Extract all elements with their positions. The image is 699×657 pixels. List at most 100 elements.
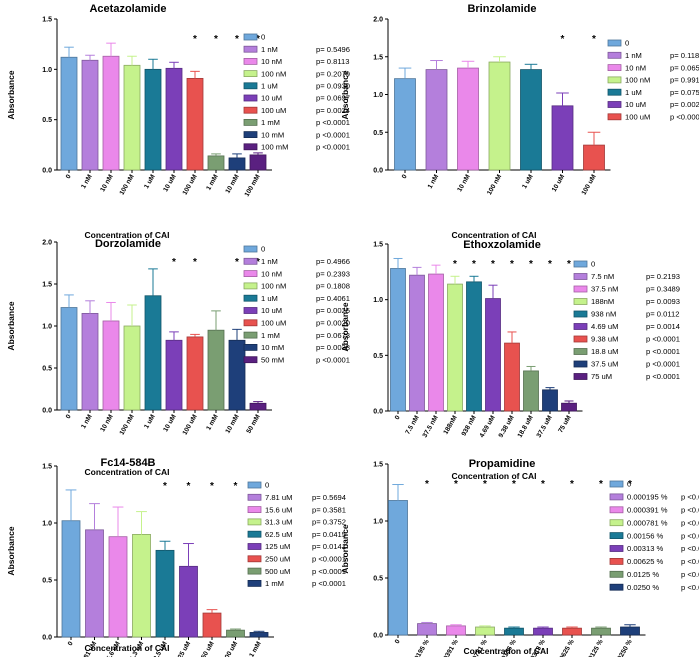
legend-label: 37.5 nM xyxy=(591,285,618,294)
legend-label: 0.0125 % xyxy=(627,570,659,579)
x-tick-label: 10 nM xyxy=(99,173,115,193)
x-tick-label: 1 nM xyxy=(80,173,94,190)
y-tick-label: 1.5 xyxy=(373,54,383,61)
y-tick-label: 0.0 xyxy=(42,168,52,175)
legend-swatch xyxy=(243,356,258,364)
y-tick-label: 2.0 xyxy=(42,240,52,247)
legend-swatch xyxy=(247,481,262,489)
x-tick-label: 100 mM xyxy=(244,173,262,198)
x-tick-label: 0 xyxy=(67,640,75,647)
bar-dorzolamide-4 xyxy=(144,295,162,411)
significance-star: * xyxy=(425,479,429,490)
y-axis-label-acetazolamide: Absorbance xyxy=(6,70,16,119)
legend-label: 0.000781 % xyxy=(627,518,668,527)
y-tick-label: 1.5 xyxy=(42,17,52,24)
legend-label: 100 uM xyxy=(261,106,286,115)
legend-label: 10 uM xyxy=(261,94,282,103)
bar-ethoxzolamide-4 xyxy=(466,281,482,412)
legend-swatch xyxy=(607,76,622,84)
legend-label: 100 mM xyxy=(261,143,288,152)
legend-label: 0 xyxy=(591,260,595,269)
significance-star: * xyxy=(187,481,191,492)
significance-star: * xyxy=(453,259,457,270)
x-tick-label: 0.00625 % xyxy=(554,638,576,657)
legend-swatch xyxy=(609,506,624,514)
legend-p-value: p= 0.1180 xyxy=(670,51,699,60)
legend-label: 7.81 uM xyxy=(265,493,292,502)
x-tick-label: 0 xyxy=(394,414,402,421)
legend-swatch xyxy=(243,270,258,278)
legend-label: 50 mM xyxy=(261,355,284,364)
legend-label: 0 xyxy=(625,39,629,48)
bar-fc14-584b-1 xyxy=(85,529,104,638)
legend-label: 1 mM xyxy=(261,331,280,340)
legend-p-value: p= 0.3581 xyxy=(312,505,346,514)
y-tick-label: 0.5 xyxy=(373,130,383,137)
y-tick-label: 1.0 xyxy=(373,92,383,99)
x-axis-label-brinzolamide: Concentration of CAI xyxy=(452,230,537,240)
legend-label: 10 uM xyxy=(625,100,646,109)
legend-label: 188nM xyxy=(591,297,614,306)
y-tick-label: 0.5 xyxy=(373,576,383,583)
legend-swatch xyxy=(573,335,588,343)
bar-propamidine-0 xyxy=(388,500,408,636)
legend-p-value: p <0.0001 xyxy=(312,555,346,564)
legend-swatch xyxy=(609,545,624,552)
legend-swatch xyxy=(609,583,624,591)
legend-swatch xyxy=(247,506,262,514)
legend-swatch xyxy=(609,532,624,539)
legend-swatch xyxy=(573,285,588,293)
legend-label: 0.000195 % xyxy=(627,493,668,502)
legend-p-value: p= 0.0697 xyxy=(316,94,350,103)
x-tick-label: 75 uM xyxy=(557,414,573,434)
legend-p-value: p <0.0001 xyxy=(312,579,346,588)
bar-ethoxzolamide-0 xyxy=(390,268,406,412)
y-tick-label: 0.0 xyxy=(42,635,52,642)
legend-label: 0 xyxy=(261,33,265,42)
y-tick-label: 1.0 xyxy=(373,297,383,304)
bar-dorzolamide-6 xyxy=(186,336,204,411)
legend-p-value: p <0.0001 xyxy=(670,113,699,122)
legend-label: 100 uM xyxy=(625,113,650,122)
legend-p-value: p <0.0001 xyxy=(681,506,699,515)
legend-label: 10 mM xyxy=(261,343,284,352)
legend-swatch xyxy=(243,131,258,139)
bar-ethoxzolamide-7 xyxy=(523,370,539,412)
legend-swatch xyxy=(609,519,624,527)
legend-label: 62.5 uM xyxy=(265,530,292,539)
legend-p-value: p= 0.5694 xyxy=(312,493,346,502)
legend-label: 18.8 uM xyxy=(591,347,618,356)
significance-star: * xyxy=(570,479,574,490)
legend-acetazolamide: 0 1 nM p= 0.5496 10 nM p= 0.8113 100 nM p= 0.2… xyxy=(243,33,350,152)
legend-p-value: p= 0.0930 xyxy=(316,82,350,91)
x-tick-label: 10 nM xyxy=(99,413,115,433)
panel-fc14-584b: Fc14-584B 0.0 0.5 1.0 1.5 0 7.81 uM 15.6 uM 31.3… xyxy=(6,457,346,657)
legend-p-value: p <0.0001 xyxy=(681,583,699,592)
legend-swatch xyxy=(247,493,262,501)
legend-swatch xyxy=(243,294,258,302)
bar-brinzolamide-2 xyxy=(457,67,479,171)
bar-acetazolamide-9 xyxy=(249,154,267,171)
x-tick-label: 37.5 uM xyxy=(536,414,554,439)
x-tick-label: 0 xyxy=(401,173,409,180)
y-axis-label-ethoxzolamide: Absorbance xyxy=(340,302,350,351)
legend-p-value: p= 0.0112 xyxy=(646,310,679,319)
legend-p-value: p= 0.8113 xyxy=(316,57,349,66)
significance-star: * xyxy=(599,479,603,490)
x-tick-label: 18.8 uM xyxy=(517,414,535,439)
panel-title-ethoxzolamide: Ethoxzolamide xyxy=(463,239,541,251)
legend-swatch xyxy=(243,319,258,327)
legend-p-value: p= 0.0141 xyxy=(312,542,346,551)
legend-p-value: p= 0.4966 xyxy=(316,257,350,266)
legend-label: 1 mM xyxy=(265,579,284,588)
legend-swatch xyxy=(243,45,258,53)
y-axis-label-propamidine: Absorbance xyxy=(340,524,350,573)
legend-swatch xyxy=(607,51,622,59)
bar-acetazolamide-4 xyxy=(144,68,162,171)
x-tick-label: 1 uM xyxy=(521,173,535,190)
bar-propamidine-2 xyxy=(446,625,466,636)
legend-swatch xyxy=(609,558,624,565)
y-tick-label: 1.5 xyxy=(373,242,383,249)
significance-star: * xyxy=(234,481,238,492)
significance-star: * xyxy=(548,259,552,270)
